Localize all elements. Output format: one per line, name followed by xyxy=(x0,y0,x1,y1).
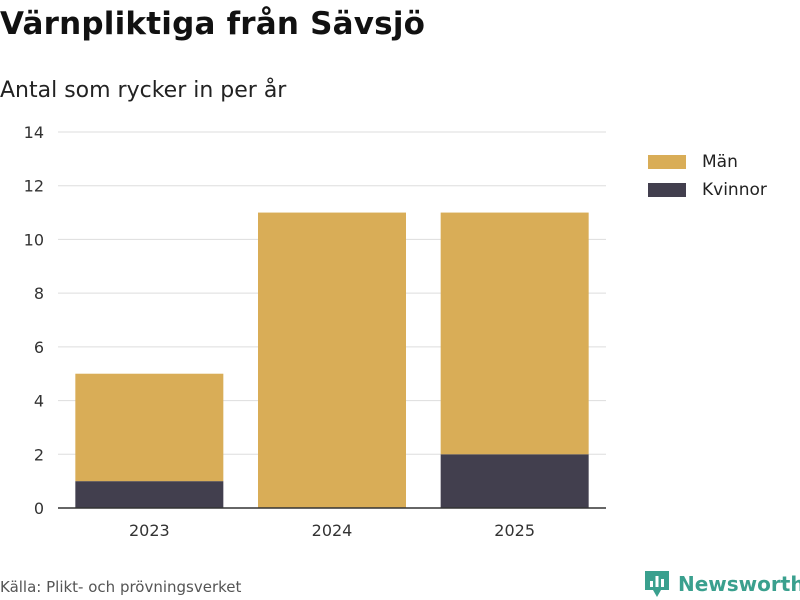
legend-swatch-man xyxy=(648,155,686,169)
y-tick-label: 4 xyxy=(34,392,44,411)
bar-man-2023 xyxy=(75,373,224,482)
y-tick-label: 8 xyxy=(34,284,44,303)
y-tick-label: 2 xyxy=(34,445,44,464)
y-tick-label: 6 xyxy=(34,338,44,357)
brand-logo[interactable]: Newsworthy xyxy=(644,570,800,598)
y-tick-label: 10 xyxy=(24,230,44,249)
chart-title: Värnpliktiga från Sävsjö xyxy=(0,6,426,42)
y-tick-label: 12 xyxy=(24,177,44,196)
x-tick-label: 2025 xyxy=(494,521,535,540)
legend-label-kvinnor: Kvinnor xyxy=(702,180,767,200)
legend-swatch-kvinnor xyxy=(648,183,686,197)
bar-kvinnor-2023 xyxy=(75,481,224,508)
legend-label-man: Män xyxy=(702,152,738,172)
chart-subtitle: Antal som rycker in per år xyxy=(0,78,287,103)
brand-name: Newsworthy xyxy=(678,572,800,596)
legend-item-kvinnor[interactable]: Kvinnor xyxy=(648,176,767,204)
bar-kvinnor-2025 xyxy=(440,454,589,508)
legend-item-man[interactable]: Män xyxy=(648,148,767,176)
legend: Män Kvinnor xyxy=(648,148,767,204)
source-note: Källa: Plikt- och prövningsverket xyxy=(0,578,242,596)
x-tick-label: 2023 xyxy=(129,521,170,540)
y-tick-label: 0 xyxy=(34,499,44,518)
bar-man-2025 xyxy=(440,212,589,455)
newsworthy-logo-icon xyxy=(645,571,669,597)
y-tick-label: 14 xyxy=(24,123,44,142)
x-tick-label: 2024 xyxy=(312,521,353,540)
bar-man-2024 xyxy=(258,212,406,509)
